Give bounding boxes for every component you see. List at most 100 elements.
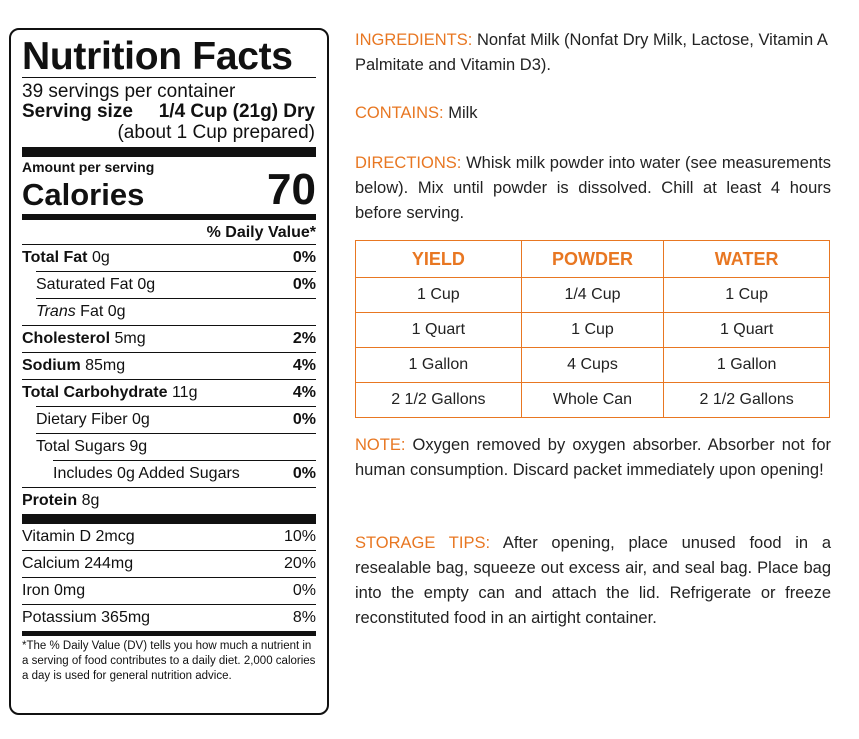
vitamin-pct: 10% (283, 528, 316, 545)
nutrient-name: Saturated Fat (36, 276, 133, 293)
storage-text: After opening, place unused food in a re… (355, 534, 831, 627)
nutrient-name: Total Fat (22, 249, 88, 266)
divider-mid (22, 214, 316, 220)
directions-label: DIRECTIONS: (355, 154, 462, 172)
nutrition-facts-title: Nutrition Facts (22, 35, 293, 78)
table-cell: 1 Quart (663, 312, 830, 348)
column-header-powder: POWDER (520, 240, 665, 278)
table-cell: 2 1/2 Gallons (355, 382, 522, 418)
nutrient-row-cholesterol: Cholesterol 5mg 2% (22, 325, 316, 352)
vitamin-row-vitamin-d: Vitamin D 2mcg 10% (22, 524, 316, 550)
nutrient-amount: 85mg (85, 357, 126, 374)
nutrient-row-trans-fat: Trans Fat 0g (36, 298, 316, 325)
nutrient-row-protein: Protein 8g (22, 487, 316, 514)
serving-size-label: Serving size (22, 101, 133, 122)
note: NOTE: Oxygen removed by oxygen absorber.… (355, 433, 831, 483)
ingredients-label: INGREDIENTS: (355, 31, 473, 49)
vitamin-row-potassium: Potassium 365mg 8% (22, 604, 316, 631)
daily-value-header: % Daily Value* (206, 224, 316, 241)
servings-per-container: 39 servings per container (22, 81, 236, 102)
serving-size: Serving size 1/4 Cup (21g) Dry (22, 102, 316, 122)
directions-text: Whisk milk powder into water (see measur… (355, 154, 831, 222)
table-row: 1 Quart 1 Cup 1 Quart (355, 312, 830, 348)
column-header-yield: YIELD (355, 240, 522, 278)
vitamin-name: Calcium 244mg (22, 555, 134, 572)
nutrient-pct: 0% (292, 276, 316, 293)
table-cell: Whole Can (520, 382, 665, 418)
nutrient-row-saturated-fat: Saturated Fat 0g 0% (36, 271, 316, 298)
nutrient-row-sodium: Sodium 85mg 4% (22, 352, 316, 379)
mixing-table: YIELD POWDER WATER 1 Cup 1/4 Cup 1 Cup 1… (355, 240, 830, 418)
nutrient-row-dietary-fiber: Dietary Fiber 0g 0% (36, 406, 316, 433)
divider-thick (22, 514, 316, 524)
nutrient-amount: 0g (132, 411, 150, 428)
nutrient-amount: 5mg (114, 330, 146, 347)
contains: CONTAINS: Milk (355, 101, 831, 126)
nutrient-amount: 8g (81, 492, 100, 509)
nutrient-amount: 0g (107, 303, 126, 320)
contains-label: CONTAINS: (355, 104, 444, 122)
calories-row: Calories 70 (22, 168, 316, 212)
vitamin-pct: 0% (292, 582, 316, 599)
vitamin-name: Iron 0mg (22, 582, 86, 599)
table-header-row: YIELD POWDER WATER (355, 240, 830, 278)
nutrient-row-total-sugars: Total Sugars 9g (36, 433, 316, 460)
table-cell: 1/4 Cup (520, 277, 665, 313)
table-row: 2 1/2 Gallons Whole Can 2 1/2 Gallons (355, 382, 830, 418)
nutrient-name: Total Carbohydrate (22, 384, 168, 401)
nutrient-pct: 0% (292, 411, 316, 428)
nutrient-name: Includes 0g Added Sugars (53, 465, 240, 482)
ingredients-text: Nonfat Milk (Nonfat Dry Milk, Lactose, V… (355, 31, 827, 74)
vitamin-pct: 20% (283, 555, 316, 572)
serving-size-value: 1/4 Cup (21g) Dry (158, 101, 315, 122)
nutrient-amount: 0g (91, 249, 110, 266)
nutrient-row-total-fat: Total Fat 0g 0% (22, 244, 316, 271)
divider-thick (22, 147, 316, 157)
nutrient-name: Sodium (22, 357, 81, 374)
table-row: 1 Cup 1/4 Cup 1 Cup (355, 277, 830, 313)
note-paragraph: NOTE: Oxygen removed by oxygen absorber.… (355, 433, 831, 483)
nutrient-pct: 4% (292, 357, 316, 374)
divider (22, 77, 316, 78)
nutrient-name: Fat (80, 303, 104, 320)
nutrient-row-added-sugars: Includes 0g Added Sugars 0% (53, 460, 316, 487)
vitamin-name: Potassium 365mg (22, 609, 151, 626)
storage-tips: STORAGE TIPS: After opening, place unuse… (355, 510, 831, 631)
table-cell: 1 Gallon (663, 347, 830, 383)
ingredients: INGREDIENTS: Nonfat Milk (Nonfat Dry Mil… (355, 28, 831, 78)
divider-mid (22, 631, 316, 636)
table-cell: 1 Cup (663, 277, 830, 313)
storage-paragraph: STORAGE TIPS: After opening, place unuse… (355, 531, 831, 631)
calories-label: Calories (22, 177, 145, 212)
nutrient-pct: 4% (292, 384, 316, 401)
nutrient-name-italic: Trans (36, 303, 76, 320)
nutrient-name: Protein (22, 492, 78, 509)
serving-prepared: (about 1 Cup prepared) (117, 122, 315, 143)
directions: DIRECTIONS: Whisk milk powder into water… (355, 151, 831, 226)
table-cell: 1 Gallon (355, 347, 522, 383)
calories-value: 70 (267, 165, 316, 214)
nutrition-facts-label: Nutrition Facts 39 servings per containe… (9, 28, 329, 715)
vitamin-pct: 8% (292, 609, 316, 626)
vitamin-row-calcium: Calcium 244mg 20% (22, 550, 316, 577)
table-row: 1 Gallon 4 Cups 1 Gallon (355, 347, 830, 383)
storage-label: STORAGE TIPS: (355, 534, 491, 552)
nutrient-row-total-carbohydrate: Total Carbohydrate 11g 4% (22, 379, 316, 406)
amount-per-serving: Amount per serving (22, 159, 155, 175)
table-cell: 1 Cup (520, 312, 665, 348)
vitamin-row-iron: Iron 0mg 0% (22, 577, 316, 604)
nutrient-amount: 0g (137, 276, 156, 293)
vitamin-name: Vitamin D 2mcg (22, 528, 135, 545)
note-text: Oxygen removed by oxygen absorber. Absor… (355, 436, 831, 479)
nutrient-amount: 9g (129, 438, 148, 455)
table-cell: 1 Cup (355, 277, 522, 313)
column-header-water: WATER (663, 240, 830, 278)
nutrient-name: Dietary Fiber (36, 411, 128, 428)
nutrient-name: Total Sugars (36, 438, 125, 455)
table-cell: 2 1/2 Gallons (663, 382, 830, 418)
product-info: INGREDIENTS: Nonfat Milk (Nonfat Dry Mil… (355, 28, 831, 226)
daily-value-footnote: *The % Daily Value (DV) tells you how mu… (22, 640, 316, 682)
contains-text: Milk (448, 104, 478, 122)
nutrient-pct: 0% (292, 465, 316, 482)
note-label: NOTE: (355, 436, 406, 454)
